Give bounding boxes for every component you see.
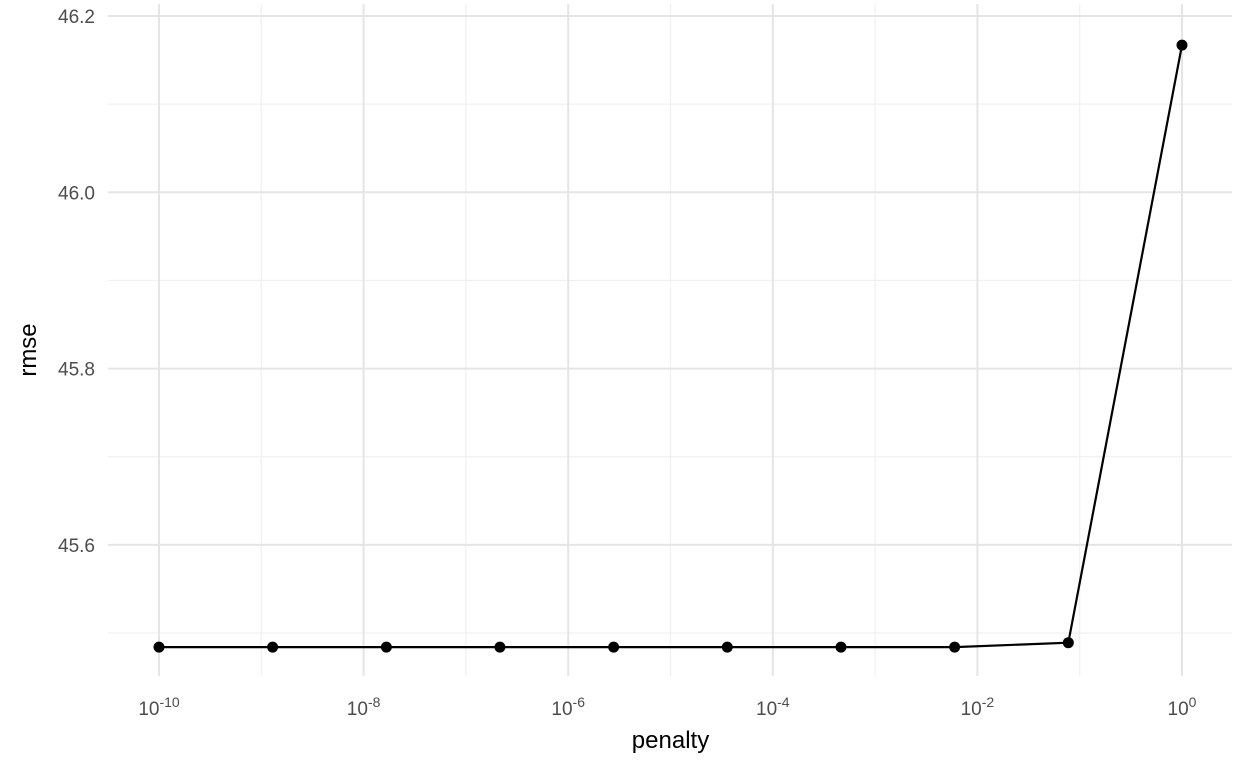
grid	[108, 4, 1232, 676]
y-tick-label: 46.2	[58, 7, 95, 28]
x-tick-label: 10-4	[756, 694, 790, 720]
data-point	[1062, 637, 1074, 649]
data-point	[949, 641, 961, 653]
x-tick-label: 100	[1168, 694, 1197, 720]
x-tick-label: 10-8	[347, 694, 381, 720]
data-point	[1176, 39, 1188, 51]
data-point	[608, 641, 620, 653]
data-point	[835, 641, 847, 653]
y-tick-label: 45.6	[58, 536, 95, 557]
y-tick-label: 45.8	[58, 360, 95, 381]
data-point	[267, 641, 279, 653]
data-point	[380, 641, 392, 653]
series-layer	[153, 39, 1188, 653]
x-tick-label: 10-2	[961, 694, 995, 720]
data-point	[153, 641, 165, 653]
axes: penalty rmse 10-10 10-8 10-6 10-4 10-2 100 45.…	[15, 7, 1197, 754]
x-axis-title: penalty	[632, 727, 709, 754]
data-point	[494, 641, 506, 653]
data-point	[721, 641, 733, 653]
y-axis-title: rmse	[15, 323, 42, 376]
x-tick-label: 10-10	[138, 694, 180, 720]
x-tick-label: 10-6	[551, 694, 585, 720]
series-line	[159, 44, 1184, 649]
y-tick-label: 46.0	[58, 183, 95, 204]
